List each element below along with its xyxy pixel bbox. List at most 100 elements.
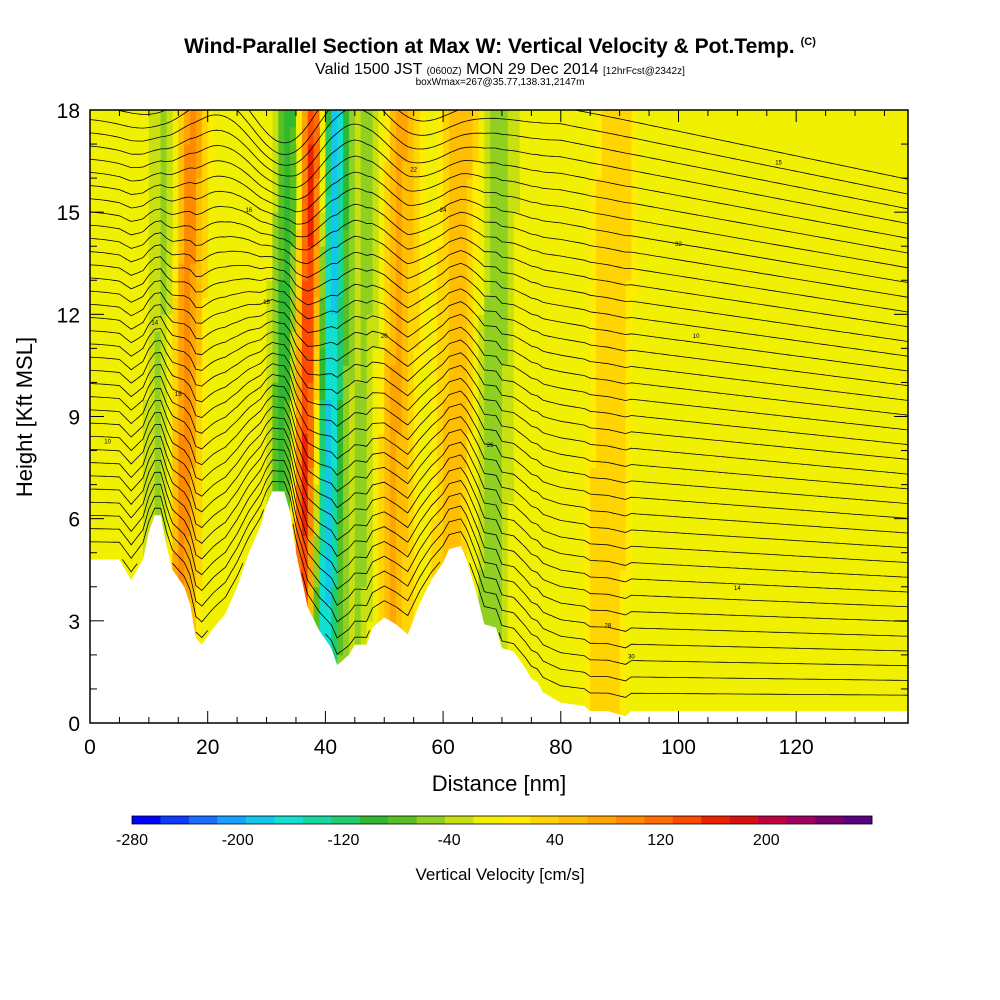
- velocity-cell: [290, 195, 297, 213]
- colorbar-swatch: [786, 816, 816, 824]
- velocity-cell: [331, 263, 338, 281]
- velocity-cell: [343, 229, 350, 247]
- colorbar-tick-label: -120: [327, 832, 359, 849]
- velocity-cell: [295, 518, 303, 537]
- velocity-cell: [478, 212, 485, 230]
- theta-contour: [90, 123, 908, 224]
- velocity-cell: [484, 365, 491, 383]
- velocity-cell: [396, 229, 403, 247]
- velocity-cell: [195, 450, 203, 468]
- velocity-cell: [160, 331, 167, 349]
- velocity-cell: [301, 127, 309, 145]
- velocity-cell: [501, 144, 509, 162]
- velocity-cell: [437, 518, 444, 537]
- velocity-cell: [501, 382, 509, 400]
- velocity-cell: [596, 637, 603, 656]
- velocity-cell: [360, 518, 367, 537]
- velocity-cell: [454, 535, 462, 554]
- velocity-cell: [172, 501, 179, 520]
- velocity-cell: [619, 586, 626, 605]
- velocity-cell: [443, 331, 450, 349]
- velocity-cell: [425, 552, 432, 571]
- velocity-cell: [613, 654, 621, 673]
- velocity-cell: [178, 144, 185, 162]
- velocity-cell: [190, 110, 197, 128]
- velocity-cell: [313, 586, 320, 605]
- velocity-cell: [190, 569, 197, 588]
- velocity-cell: [507, 178, 515, 196]
- velocity-cell: [313, 603, 320, 622]
- velocity-cell: [390, 399, 397, 417]
- velocity-cell: [454, 161, 462, 179]
- velocity-cell: [601, 280, 609, 298]
- velocity-cell: [601, 688, 609, 707]
- velocity-cell: [596, 450, 603, 468]
- velocity-cell: [195, 399, 203, 417]
- velocity-cell: [384, 314, 391, 332]
- velocity-cell: [366, 127, 373, 145]
- velocity-cell: [148, 297, 156, 315]
- velocity-cell: [354, 620, 362, 639]
- velocity-cell: [507, 212, 515, 230]
- velocity-cell: [460, 297, 468, 315]
- velocity-cell: [337, 535, 344, 554]
- velocity-cell: [301, 246, 309, 264]
- velocity-cell: [378, 535, 385, 554]
- velocity-cell: [413, 433, 420, 451]
- velocity-cell: [484, 263, 491, 281]
- velocity-cell: [607, 688, 615, 707]
- velocity-cell: [496, 399, 503, 417]
- velocity-cell: [454, 229, 462, 247]
- velocity-cell: [490, 127, 497, 145]
- velocity-cell: [401, 348, 409, 366]
- velocity-cell: [484, 314, 491, 332]
- velocity-cell: [372, 331, 379, 349]
- velocity-cell: [313, 229, 320, 247]
- velocity-cell: [295, 246, 303, 264]
- velocity-cell: [319, 416, 326, 434]
- velocity-cell: [272, 467, 279, 486]
- velocity-cell: [472, 161, 479, 179]
- colorbar-swatch: [672, 816, 702, 824]
- velocity-cell: [348, 331, 356, 349]
- velocity-cell: [142, 416, 150, 434]
- velocity-cell: [372, 246, 379, 264]
- velocity-cell: [490, 212, 497, 230]
- velocity-cell: [443, 212, 450, 230]
- velocity-cell: [184, 365, 191, 383]
- velocity-cell: [331, 535, 338, 554]
- velocity-cell: [507, 433, 515, 451]
- velocity-cell: [590, 195, 597, 213]
- velocity-cell: [501, 501, 509, 520]
- velocity-cell: [613, 586, 621, 605]
- theta-contour: [90, 110, 908, 195]
- velocity-cell: [613, 637, 621, 656]
- velocity-cell: [307, 331, 315, 349]
- velocity-cell: [154, 467, 162, 486]
- velocity-cell: [396, 314, 403, 332]
- colorbar-swatch: [217, 816, 247, 824]
- velocity-cell: [313, 501, 320, 520]
- velocity-cell: [437, 314, 444, 332]
- velocity-cell: [484, 501, 491, 520]
- velocity-cell: [619, 178, 626, 196]
- velocity-cell: [184, 229, 191, 247]
- velocity-cell: [272, 399, 279, 417]
- velocity-cell: [319, 518, 326, 537]
- theta-contour-label: 10: [104, 440, 111, 446]
- velocity-cell: [195, 603, 203, 622]
- velocity-cell: [178, 552, 185, 571]
- velocity-cell: [172, 518, 179, 537]
- velocity-cell: [348, 161, 356, 179]
- velocity-cell: [601, 110, 609, 128]
- velocity-cell: [190, 348, 197, 366]
- velocity-cell: [378, 552, 385, 571]
- velocity-cell: [195, 110, 203, 128]
- velocity-cell: [343, 467, 350, 486]
- velocity-cell: [372, 348, 379, 366]
- velocity-cell: [413, 263, 420, 281]
- velocity-cell: [601, 450, 609, 468]
- velocity-cell: [619, 246, 626, 264]
- velocity-cell: [584, 586, 591, 605]
- velocity-cell: [625, 365, 632, 383]
